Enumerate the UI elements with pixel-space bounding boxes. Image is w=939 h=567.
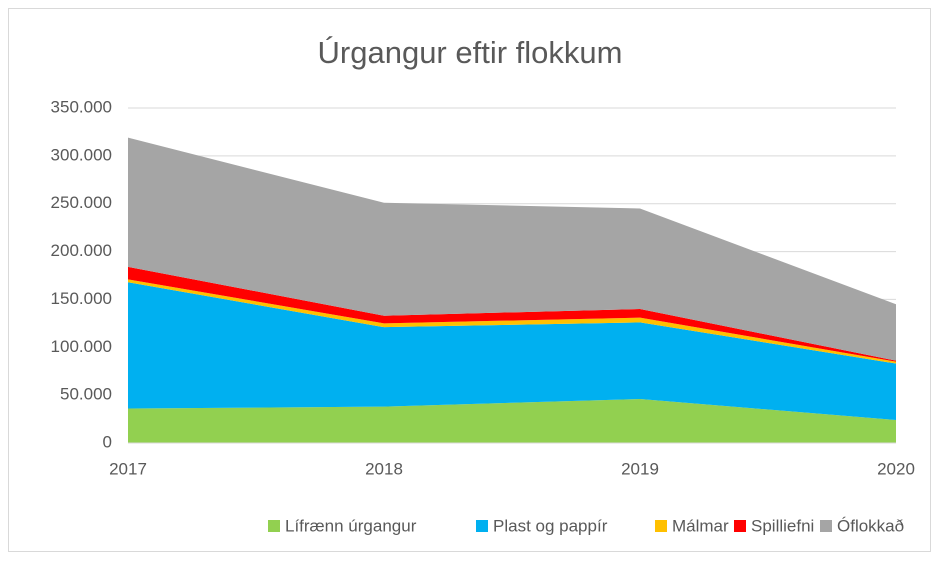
area [128, 266, 896, 362]
legend-label: Spilliefni [751, 516, 814, 535]
legend-swatch [268, 520, 280, 532]
y-tick-label: 0 [103, 432, 112, 451]
legend-swatch [820, 520, 832, 532]
y-tick-label: 150.000 [51, 289, 112, 308]
y-tick-label: 100.000 [51, 337, 112, 356]
legend-label: Málmar [672, 516, 729, 535]
y-tick-label: 250.000 [51, 193, 112, 212]
x-tick-label: 2018 [365, 459, 403, 478]
x-tick-label: 2019 [621, 459, 659, 478]
legend-swatch [655, 520, 667, 532]
area [128, 137, 896, 361]
x-tick-label: 2020 [877, 459, 915, 478]
legend-swatch [734, 520, 746, 532]
area [128, 282, 896, 421]
y-tick-label: 350.000 [51, 97, 112, 116]
x-tick-label: 2017 [109, 459, 147, 478]
area [128, 279, 896, 364]
chart-title: Úrgangur eftir flokkum [318, 35, 623, 70]
area [128, 398, 896, 443]
y-tick-label: 50.000 [60, 385, 112, 404]
legend-label: Lífrænn úrgangur [285, 516, 417, 535]
y-tick-label: 300.000 [51, 145, 112, 164]
legend-label: Óflokkað [837, 516, 904, 535]
legend-label: Plast og pappír [493, 516, 608, 535]
legend-swatch [476, 520, 488, 532]
y-tick-label: 200.000 [51, 241, 112, 260]
